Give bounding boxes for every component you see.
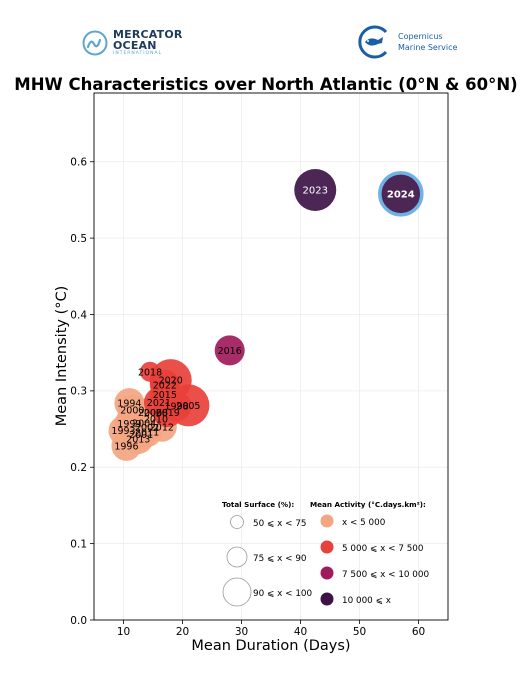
bubbles bbox=[108, 168, 424, 461]
legend-surface-title: Total Surface (%): bbox=[222, 500, 294, 509]
legend-activity-label-low: x < 5 000 bbox=[342, 518, 386, 528]
bubble-label: 2023 bbox=[303, 185, 328, 196]
bubble-label: 2024 bbox=[387, 189, 415, 200]
legend-surface-label-small: 50 ⩽ x < 75 bbox=[253, 519, 307, 529]
ticks: 10 20 30 40 50 60 0.0 0.1 0.2 0.3 0.4 0.5 0.6 bbox=[70, 157, 425, 638]
bubble-label: 2015 bbox=[153, 390, 177, 401]
bubble-label: 2019 bbox=[156, 408, 180, 419]
mercator-logo-icon bbox=[82, 30, 108, 56]
bubble-label: 2006 bbox=[138, 408, 162, 419]
bubble-2024 bbox=[378, 171, 424, 217]
bubble-2022 bbox=[149, 369, 180, 400]
bubble-label: 2000 bbox=[120, 405, 144, 416]
legend-activity-title: Mean Activity (°C.days.km²): bbox=[310, 500, 426, 509]
bubble-label: 2022 bbox=[153, 380, 177, 391]
bubble-label: 2012 bbox=[150, 422, 174, 433]
copernicus-line1: Copernicus bbox=[398, 32, 443, 41]
bubble-label: 1994 bbox=[117, 399, 141, 410]
bubble-2016 bbox=[214, 335, 245, 366]
x-tick-label: 30 bbox=[235, 626, 248, 638]
legend-surface-marker-large bbox=[222, 577, 252, 607]
bubble-label: 2001 bbox=[129, 430, 153, 441]
legend-activity-marker-high bbox=[320, 566, 334, 580]
bubble-label: 2005 bbox=[176, 401, 200, 412]
bubble-label: 1993 bbox=[111, 426, 135, 437]
plot-frame bbox=[93, 92, 449, 621]
bubble-label: 2016 bbox=[218, 346, 242, 357]
legend-activity-label-extreme: 10 000 ⩽ x bbox=[342, 596, 391, 606]
x-tick-label: 60 bbox=[412, 626, 425, 638]
y-tick-label: 0.0 bbox=[70, 615, 87, 627]
y-tick-label: 0.2 bbox=[70, 462, 87, 474]
copernicus-line2: Marine Service bbox=[398, 43, 458, 52]
y-tick-label: 0.1 bbox=[70, 538, 87, 550]
x-tick-label: 50 bbox=[353, 626, 366, 638]
legend-surface-label-large: 90 ⩽ x < 100 bbox=[253, 589, 313, 599]
y-tick-label: 0.6 bbox=[70, 157, 87, 169]
legend: Total Surface (%): Mean Activity (°C.day… bbox=[222, 500, 430, 607]
bubble-label: 2020 bbox=[159, 376, 183, 387]
bubble-label: 2008 bbox=[144, 408, 168, 419]
bubble-2023 bbox=[294, 168, 337, 211]
legend-activity-marker-mid bbox=[320, 540, 334, 554]
legend-activity-marker-low bbox=[320, 514, 334, 528]
x-tick-label: 10 bbox=[117, 626, 130, 638]
y-tick-label: 0.3 bbox=[70, 386, 87, 398]
legend-activity-label-mid: 5 000 ⩽ x < 7 500 bbox=[342, 544, 424, 554]
bubble-label: 2018 bbox=[138, 367, 162, 378]
mercator-line3: INTERNATIONAL bbox=[113, 51, 163, 56]
y-tick-label: 0.4 bbox=[70, 309, 87, 321]
y-axis-label: Mean Intensity (°C) bbox=[54, 286, 70, 427]
legend-surface-label-medium: 75 ⩽ x < 90 bbox=[253, 554, 307, 564]
legend-activity-label-high: 7 500 ⩽ x < 10 000 bbox=[342, 570, 430, 580]
x-tick-label: 20 bbox=[176, 626, 189, 638]
bubble-label: 2011 bbox=[135, 428, 159, 439]
x-tick-label: 40 bbox=[294, 626, 307, 638]
bubble-label: 1996 bbox=[114, 441, 138, 452]
chart-title: MHW Characteristics over North Atlantic … bbox=[14, 75, 517, 94]
copernicus-marine-logo: Copernicus Marine Service bbox=[356, 24, 466, 62]
bubble-label: 2004 bbox=[132, 418, 156, 429]
bubble-label: 1998 bbox=[165, 402, 189, 413]
mercator-ocean-logo: MERCATOR OCEAN INTERNATIONAL bbox=[82, 28, 192, 60]
y-tick-label: 0.5 bbox=[70, 233, 87, 245]
x-axis-label: Mean Duration (Days) bbox=[191, 638, 350, 654]
bubble-label: 1999 bbox=[117, 419, 141, 430]
legend-surface-marker-medium bbox=[226, 546, 248, 568]
legend-surface-marker-small bbox=[230, 515, 244, 529]
legend-activity-marker-extreme bbox=[320, 592, 334, 606]
mercator-line1: MERCATOR bbox=[113, 28, 183, 41]
bubble-label: 2013 bbox=[126, 434, 150, 445]
bubble-label: 2010 bbox=[144, 415, 168, 426]
copernicus-logo-icon bbox=[358, 25, 388, 59]
bubble-label: 2002 bbox=[135, 423, 159, 434]
mercator-line2: OCEAN bbox=[113, 39, 157, 52]
bubble-label: 2021 bbox=[147, 398, 171, 409]
